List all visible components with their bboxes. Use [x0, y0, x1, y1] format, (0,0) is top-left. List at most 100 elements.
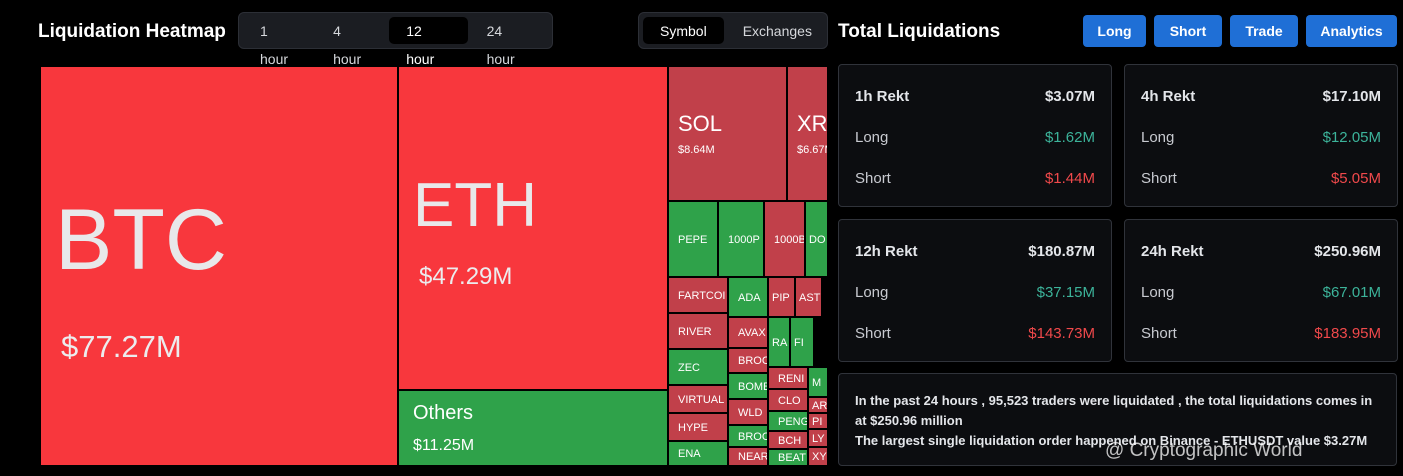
heatmap-tile[interactable]: Others $11.25M — [398, 390, 668, 466]
heatmap-tile[interactable]: PEPE — [668, 201, 718, 277]
view-tabs: Symbol Exchanges — [638, 12, 828, 49]
heatmap-tile[interactable]: CLO — [768, 389, 808, 411]
row-value: $183.95M — [1314, 325, 1381, 342]
tile-symbol: 1000B — [774, 234, 805, 246]
tile-symbol: BCH — [778, 435, 802, 447]
heatmap-tile[interactable]: PENG — [768, 411, 808, 431]
heatmap-tile[interactable]: BTC $77.27M — [40, 66, 398, 466]
tile-symbol: SOL — [678, 111, 723, 136]
heatmap-tile[interactable]: RA — [768, 317, 790, 367]
tile-value: $11.25M — [413, 437, 475, 454]
card-row: 12h Rekt $180.87M — [855, 243, 1095, 260]
rekt-card: 24h Rekt $250.96M Long $67.01M Short $183.95M — [1124, 219, 1398, 362]
notice: In the past 24 hours , 95,523 traders we… — [838, 373, 1397, 466]
view-tab[interactable]: Exchanges — [742, 23, 812, 39]
tile-symbol: PENG — [778, 416, 808, 428]
heatmap-tile[interactable]: AVAX — [728, 317, 768, 348]
row-value: $1.62M — [1044, 129, 1095, 146]
tile-symbol: AR — [812, 400, 828, 412]
time-tab[interactable]: 24 hour — [486, 23, 515, 67]
time-tab[interactable]: 12 hour — [389, 17, 468, 67]
tile-symbol: ZEC — [678, 362, 700, 374]
time-tab[interactable]: 1 hour — [260, 23, 289, 67]
card-row: 4h Rekt $17.10M — [1141, 88, 1381, 105]
row-label: Short — [1141, 325, 1177, 342]
card-row: 24h Rekt $250.96M — [1141, 243, 1381, 260]
tile-symbol: WLD — [738, 407, 763, 419]
heatmap-tile[interactable]: BROC — [728, 348, 768, 373]
heatmap-tile[interactable]: AST — [795, 277, 822, 317]
row-value: $250.96M — [1314, 243, 1381, 260]
heatmap-tile[interactable]: RENI — [768, 367, 808, 389]
row-value: $1.44M — [1044, 170, 1095, 187]
rekt-card: 12h Rekt $180.87M Long $37.15M Short $143.73M — [838, 219, 1112, 362]
tile-symbol: BOME — [738, 381, 768, 393]
action-button[interactable]: Trade — [1230, 15, 1298, 47]
row-value: $12.05M — [1322, 129, 1381, 146]
tile-value: $6.67M — [797, 144, 827, 156]
row-label: Long — [855, 284, 889, 301]
tile-symbol: AVAX — [738, 327, 766, 339]
action-button[interactable]: Short — [1154, 15, 1222, 47]
heatmap-tile[interactable]: BROC — [728, 425, 768, 447]
heatmap-tile[interactable]: ZEC — [668, 349, 728, 385]
notice-line: The largest single liquidation order hap… — [855, 433, 1368, 448]
heatmap-tile[interactable]: BOME — [728, 373, 768, 399]
tile-symbol: PIP — [772, 292, 790, 304]
time-tab[interactable]: 4 hour — [333, 23, 362, 67]
summary-title: Total Liquidations — [838, 21, 1001, 42]
tile-symbol: CLO — [778, 395, 801, 407]
heatmap-tile[interactable]: LY — [808, 429, 828, 447]
card-row: Short $1.44M — [855, 170, 1095, 187]
row-value: $143.73M — [1028, 325, 1095, 342]
heatmap-tile[interactable]: WLD — [728, 399, 768, 425]
heatmap-tile[interactable]: XRP $6.67M — [787, 66, 828, 201]
card-row: Long $37.15M — [855, 284, 1095, 301]
tile-symbol: RENI — [778, 373, 805, 385]
heatmap: BTC $77.27M ETH $47.29M Others $11.25M SOL $8.6… — [40, 66, 828, 466]
heatmap-tile[interactable]: VIRTUAL — [668, 385, 728, 413]
tile-symbol: FI — [794, 337, 804, 349]
action-button[interactable]: Analytics — [1306, 15, 1397, 47]
heatmap-tile[interactable]: FARTCOI — [668, 277, 728, 313]
row-label: 4h Rekt — [1141, 88, 1196, 105]
heatmap-tile[interactable]: ENA — [668, 441, 728, 466]
row-value: $17.10M — [1322, 88, 1381, 105]
tile-symbol: BTC — [55, 192, 227, 288]
heatmap-tile[interactable]: M — [808, 367, 828, 397]
heatmap-title: Liquidation Heatmap — [38, 21, 226, 42]
tile-symbol: PI — [812, 416, 823, 428]
tile-symbol: RA — [772, 337, 788, 349]
heatmap-tile[interactable]: AR — [808, 397, 828, 413]
row-label: Short — [855, 325, 891, 342]
tile-symbol: 1000P — [728, 234, 760, 246]
action-button[interactable]: Long — [1083, 15, 1146, 47]
row-label: Long — [855, 129, 889, 146]
tile-symbol: BROC — [738, 431, 768, 443]
heatmap-tile[interactable]: PIP — [768, 277, 795, 317]
heatmap-tile[interactable]: 1000P — [718, 201, 764, 277]
row-label: 24h Rekt — [1141, 243, 1204, 260]
heatmap-tile[interactable]: BCH — [768, 431, 808, 449]
heatmap-tile[interactable]: ETH $47.29M — [398, 66, 668, 390]
heatmap-tile[interactable]: PI — [808, 413, 828, 429]
row-value: $3.07M — [1044, 88, 1095, 105]
heatmap-tile[interactable]: XY — [808, 447, 828, 466]
heatmap-tile[interactable]: BEAT — [768, 449, 808, 466]
heatmap-tile[interactable]: FI — [790, 317, 814, 367]
tile-symbol: AST — [799, 292, 821, 304]
time-tabs: 1 hour 4 hour 12 hour 24 hour — [238, 12, 553, 67]
tile-symbol: ENA — [678, 448, 701, 460]
tile-symbol: RIVER — [678, 326, 712, 338]
heatmap-tile[interactable]: HYPE — [668, 413, 728, 441]
view-tab[interactable]: Symbol — [643, 17, 724, 44]
heatmap-tile[interactable]: DO — [805, 201, 828, 277]
rekt-card: 1h Rekt $3.07M Long $1.62M Short $1.44M — [838, 64, 1112, 207]
heatmap-tile[interactable]: ADA — [728, 277, 768, 317]
row-value: $180.87M — [1028, 243, 1095, 260]
heatmap-tile[interactable]: 1000B — [764, 201, 805, 277]
tile-symbol: DO — [809, 234, 826, 246]
heatmap-tile[interactable]: SOL $8.64M — [668, 66, 787, 201]
heatmap-tile[interactable]: NEAR — [728, 447, 768, 466]
heatmap-tile[interactable]: RIVER — [668, 313, 728, 349]
